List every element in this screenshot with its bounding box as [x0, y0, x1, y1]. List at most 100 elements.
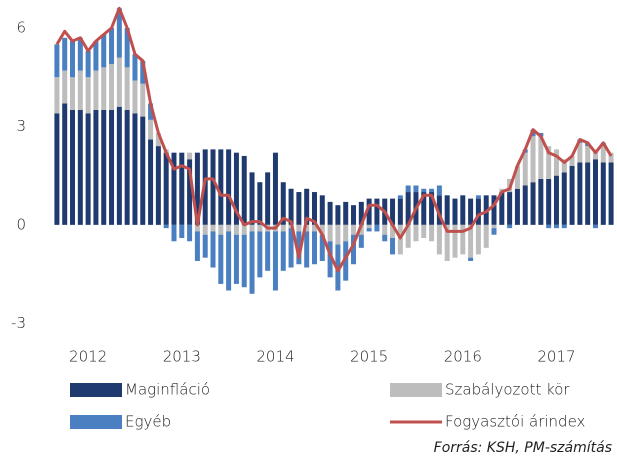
legend-swatch	[390, 383, 442, 397]
bar	[187, 152, 193, 160]
x-tick-label: 2012	[69, 348, 107, 366]
bar	[54, 44, 60, 78]
legend-swatch	[70, 415, 122, 429]
bar	[187, 224, 193, 242]
legend-label: Maginfláció	[125, 381, 210, 399]
bar	[194, 152, 200, 225]
bar	[358, 201, 364, 225]
bar	[507, 224, 513, 229]
bar	[132, 54, 138, 81]
bar	[171, 152, 177, 225]
bar	[507, 192, 513, 225]
bar	[280, 231, 286, 271]
bar	[374, 224, 380, 232]
bar	[132, 113, 138, 225]
bar	[546, 224, 552, 229]
bar	[452, 198, 458, 225]
bar	[77, 110, 83, 225]
x-tick-label: 2013	[163, 348, 201, 366]
bar	[304, 224, 310, 232]
bar	[304, 188, 310, 225]
bar	[85, 113, 91, 225]
bar	[514, 188, 520, 225]
bar	[374, 198, 380, 225]
bar	[218, 224, 224, 235]
y-tick-label: 3	[16, 117, 26, 135]
bar	[390, 198, 396, 225]
bar	[116, 8, 122, 58]
bar	[171, 224, 177, 242]
bar	[436, 185, 442, 196]
bar	[210, 231, 216, 268]
bar	[241, 224, 247, 235]
bar	[366, 228, 372, 232]
bar	[288, 228, 294, 268]
bar	[101, 67, 107, 111]
bar	[351, 224, 357, 235]
bar	[343, 201, 349, 225]
bar	[218, 234, 224, 284]
bar	[514, 165, 520, 189]
bar	[468, 257, 474, 261]
bar	[421, 192, 427, 225]
y-tick-label: 0	[16, 215, 26, 233]
bar	[421, 224, 427, 238]
bar	[390, 237, 396, 255]
bar	[546, 146, 552, 179]
bar	[241, 155, 247, 225]
bar	[499, 192, 505, 225]
bar	[561, 224, 567, 229]
bar	[249, 172, 255, 225]
bar	[163, 224, 169, 229]
bar	[538, 178, 544, 225]
bar	[429, 224, 435, 242]
bar	[358, 234, 364, 248]
bar	[226, 149, 232, 225]
bar	[327, 241, 333, 278]
bar	[397, 195, 403, 199]
bar	[561, 159, 567, 173]
bar	[522, 185, 528, 225]
bar	[116, 106, 122, 225]
bar	[538, 136, 544, 179]
bar	[93, 41, 99, 71]
bar	[585, 146, 591, 163]
bar	[265, 231, 271, 271]
bar	[124, 110, 130, 225]
bar	[155, 146, 161, 225]
bar	[249, 224, 255, 232]
bar	[218, 149, 224, 225]
bar	[436, 195, 442, 225]
bar	[405, 192, 411, 225]
bar	[319, 195, 325, 225]
bar	[272, 152, 278, 225]
bar	[491, 224, 497, 229]
bar	[546, 178, 552, 225]
bar	[241, 234, 247, 288]
bar	[210, 224, 216, 232]
bar	[444, 224, 450, 261]
bar	[311, 192, 317, 225]
line	[55, 6, 613, 273]
bar	[62, 103, 68, 225]
legend-swatch	[70, 383, 122, 397]
bar	[592, 159, 598, 225]
bar	[163, 152, 169, 225]
bar	[382, 224, 388, 235]
bar	[327, 201, 333, 225]
bar	[468, 224, 474, 258]
legend-label: Egyéb	[125, 413, 171, 431]
bar	[561, 172, 567, 225]
bar	[522, 152, 528, 186]
bar	[109, 27, 115, 65]
bar	[202, 234, 208, 258]
source: Forrás: KSH, PM-számítás	[434, 440, 612, 456]
bar	[257, 231, 263, 278]
x-tick-label: 2014	[256, 348, 294, 366]
bar	[116, 57, 122, 107]
bar	[70, 110, 76, 225]
bar	[140, 116, 146, 225]
bar	[335, 224, 341, 245]
bar	[179, 224, 185, 238]
